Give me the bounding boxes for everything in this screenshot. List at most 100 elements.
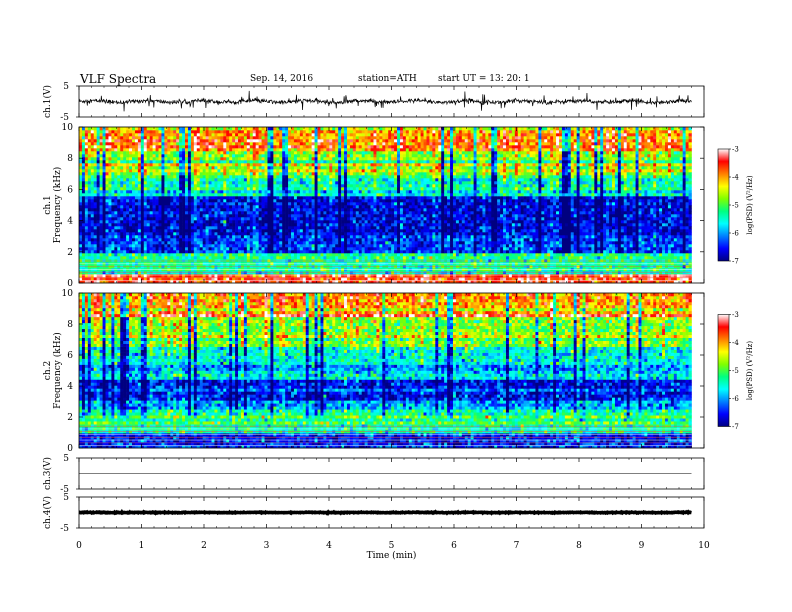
ch1-spectrogram-cell — [212, 256, 215, 259]
ch1-spectrogram-cell — [594, 235, 597, 238]
ch1-spectrogram-cell — [294, 274, 297, 277]
ch1-spectrogram-cell — [117, 211, 120, 214]
ch1-spectrogram-cell — [497, 259, 500, 262]
ch1-spectrogram-cell — [226, 214, 229, 217]
ch1-spectrogram-cell — [191, 211, 194, 214]
ch1-spectrogram-cell — [135, 223, 138, 226]
ch1-spectrogram-cell — [206, 211, 209, 214]
ch1-spectrogram-cell — [403, 223, 406, 226]
ch1-spectrogram-cell — [491, 238, 494, 241]
ch1-spectrogram-cell — [91, 217, 94, 220]
ch1-spectrogram-cell — [477, 232, 480, 235]
ch1-spectrogram-cell — [547, 250, 550, 253]
ch1-spectrogram-cell — [503, 217, 506, 220]
ch1-spectrogram-cell — [123, 226, 126, 229]
ch1-spectrogram-cell — [444, 217, 447, 220]
ch1-spectrogram-cell — [253, 238, 256, 241]
ch1-spectrogram-cell — [312, 223, 315, 226]
ch1-spectrogram-cell — [556, 253, 559, 256]
ch1-spectrogram-cell — [438, 250, 441, 253]
ch1-spectrogram-cell — [91, 223, 94, 226]
ch1-spectrogram-cell — [680, 271, 683, 274]
ch1-spectrogram-cell — [456, 259, 459, 262]
ch1-spectrogram-cell — [170, 274, 173, 277]
ch1-spectrogram-cell — [462, 229, 465, 232]
ch1-spectrogram-cell — [182, 244, 185, 247]
ch1-spectrogram-cell — [167, 217, 170, 220]
ch1-spectrogram-cell — [641, 259, 644, 262]
ch1-spectrogram-cell — [79, 223, 82, 226]
ch1-spectrogram-cell — [668, 226, 671, 229]
ch1-spectrogram-cell — [365, 241, 368, 244]
ch1-spectrogram-cell — [156, 238, 159, 241]
ch1-spectrogram-cell — [309, 226, 312, 229]
ch1-spectrogram-cell — [600, 238, 603, 241]
ch1-spectrogram-cell — [406, 241, 409, 244]
ch1-spectrogram-cell — [282, 232, 285, 235]
ch1-spectrogram-cell — [347, 238, 350, 241]
ch1-spectrogram-cell — [429, 274, 432, 277]
ch1-spectrogram-cell — [259, 226, 262, 229]
ch1-spectrogram-cell — [653, 211, 656, 214]
ch1-spectrogram-cell — [200, 271, 203, 274]
ch1-spectrogram-cell — [291, 274, 294, 277]
ch1-spectrogram-cell — [338, 223, 341, 226]
ch1-spectrogram-cell — [680, 244, 683, 247]
ch1-spectrogram-cell — [217, 244, 220, 247]
ch1-spectrogram-cell — [150, 277, 153, 280]
ch1-spectrogram-cell — [385, 241, 388, 244]
ch1-spectrogram-cell — [441, 277, 444, 280]
ch1-spectrogram-cell — [662, 220, 665, 223]
ch1-spectrogram-cell — [147, 238, 150, 241]
ch1-spectrogram-cell — [453, 259, 456, 262]
ch1-spectrogram-cell — [615, 235, 618, 238]
ch1-spectrogram-cell — [527, 241, 530, 244]
ch1-spectrogram-cell — [247, 232, 250, 235]
ch1-spectrogram-cell — [161, 235, 164, 238]
ch1-spectrogram-cell — [541, 214, 544, 217]
ch1-spectrogram-cell — [394, 229, 397, 232]
ch1-spectrogram-cell — [603, 211, 606, 214]
ch1-spectrogram-cell — [300, 238, 303, 241]
ch1-spectrogram-cell — [624, 241, 627, 244]
ch1-spectrogram-cell — [197, 250, 200, 253]
ch1-spectrogram-cell — [203, 271, 206, 274]
ch1-spectrogram-cell — [591, 211, 594, 214]
ch1-spectrogram-cell — [147, 274, 150, 277]
ch1-spectrogram-cell — [503, 220, 506, 223]
ch1-spectrogram-cell — [120, 256, 123, 259]
ch1-spectrogram-cell — [312, 259, 315, 262]
ch1-spectrogram-cell — [547, 220, 550, 223]
ch1-spectrogram-cell — [459, 211, 462, 214]
ch1-spectrogram-cell — [468, 232, 471, 235]
ch1-spectrogram-cell — [103, 259, 106, 262]
ch1-spectrogram-cell — [538, 274, 541, 277]
ch1-spectrogram-cell — [444, 253, 447, 256]
ch1-spectrogram-cell — [167, 244, 170, 247]
ch1-spectrogram-cell — [235, 235, 238, 238]
ch1-spectrogram-cell — [500, 253, 503, 256]
ch1-spectrogram-cell — [647, 277, 650, 280]
ch1-spectrogram-cell — [553, 250, 556, 253]
ch1-spectrogram-cell — [580, 238, 583, 241]
ch1-spectrogram-cell — [94, 241, 97, 244]
ch1-spectrogram-cell — [291, 214, 294, 217]
ch1-spectrogram-cell — [426, 244, 429, 247]
ch1-spectrogram-cell — [656, 217, 659, 220]
ch1-spectrogram-cell — [135, 250, 138, 253]
ch1-spectrogram-cell — [270, 214, 273, 217]
ch1-spectrogram-cell — [270, 232, 273, 235]
ch1-spectrogram-cell — [288, 226, 291, 229]
ch1-spectrogram-cell — [600, 259, 603, 262]
ch1-spectrogram-cell — [538, 259, 541, 262]
ch1-spectrogram-cell — [689, 259, 692, 262]
ch1-spectrogram-cell — [412, 256, 415, 259]
ch1-spectrogram-cell — [479, 220, 482, 223]
ch1-spectrogram-cell — [668, 274, 671, 277]
ch1-spectrogram-cell — [318, 253, 321, 256]
ch1-spectrogram-cell — [103, 256, 106, 259]
ch1-spectrogram-cell — [94, 214, 97, 217]
ch1-spectrogram-cell — [123, 250, 126, 253]
ch1-spectrogram-cell — [173, 250, 176, 253]
ch1-spectrogram-cell — [553, 247, 556, 250]
